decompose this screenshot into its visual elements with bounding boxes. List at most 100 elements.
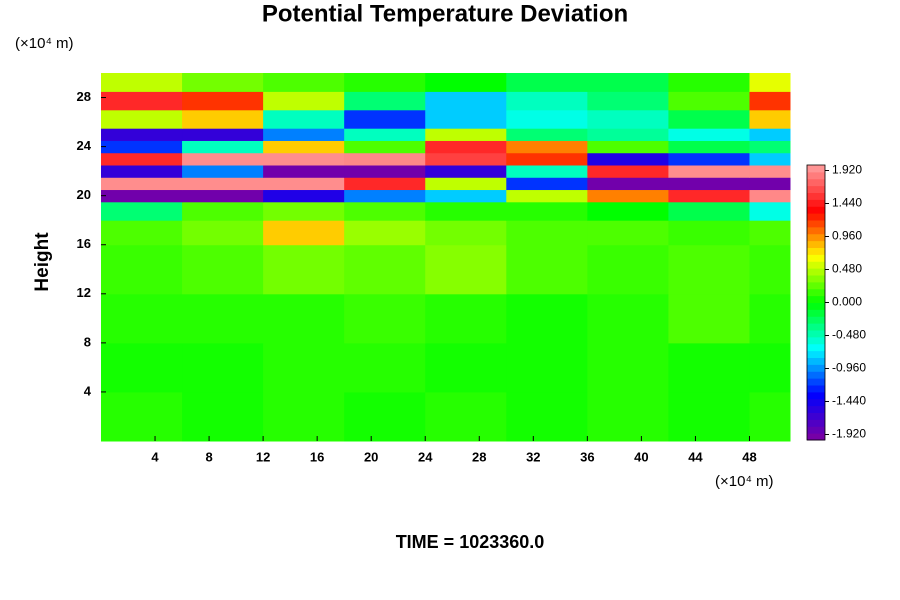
colorbar-tick-label: -0.960: [832, 361, 866, 375]
colorbar-tick-label: 0.960: [832, 229, 862, 243]
colorbar-band: [807, 343, 825, 352]
colorbar-band: [807, 371, 825, 379]
cell: [182, 342, 264, 393]
cell: [668, 201, 750, 221]
colorbar-band: [807, 192, 825, 200]
colorbar-tick-label: 0.000: [832, 295, 862, 309]
cell: [749, 244, 791, 295]
cell: [587, 109, 669, 129]
colorbar-band: [807, 364, 825, 372]
cell: [263, 244, 345, 295]
cell: [506, 201, 588, 221]
cell: [506, 177, 588, 191]
cell: [344, 140, 426, 154]
colorbar-band: [807, 385, 825, 393]
colorbar-tick-label: -1.920: [832, 427, 866, 441]
colorbar: 1.920 1.440 0.960 0.480 0.000 -0.480 -0.960 -1.…: [806, 163, 866, 441]
cell: [182, 293, 264, 344]
colorbar-band: [807, 281, 825, 290]
colorbar-band: [807, 336, 825, 345]
cell: [506, 165, 588, 178]
cell: [506, 342, 588, 393]
cell: [587, 177, 669, 191]
cell: [749, 391, 791, 442]
colorbar-band: [807, 302, 825, 310]
cell: [668, 177, 750, 191]
cell: [506, 128, 588, 141]
cell: [425, 342, 507, 393]
colorbar-band: [807, 405, 825, 413]
cell: [668, 220, 750, 246]
cell: [344, 244, 426, 295]
x-tick-label: 4: [151, 449, 159, 464]
cell: [587, 220, 669, 246]
cell: [263, 140, 345, 154]
colorbar-band: [807, 165, 825, 173]
colorbar-band: [807, 357, 825, 365]
cell: [587, 140, 669, 154]
cell: [344, 220, 426, 246]
colorbar-band: [807, 178, 825, 187]
colorbar-band: [807, 398, 825, 407]
colorbar-band: [807, 254, 825, 262]
y-unit: (×10⁴ m): [15, 35, 74, 52]
cell: [182, 91, 264, 111]
time-annotation: TIME = 1023360.0: [396, 532, 545, 552]
field: [101, 73, 791, 442]
colorbar-band: [807, 350, 825, 358]
x-tick-label: 20: [364, 449, 378, 464]
x-tick-label: 44: [688, 449, 703, 464]
cell: [263, 165, 345, 178]
cell: [101, 293, 183, 344]
cell: [749, 152, 791, 166]
cell: [263, 109, 345, 129]
cell: [182, 140, 264, 154]
cell: [263, 293, 345, 344]
colorbar-band: [807, 226, 825, 235]
cell: [749, 109, 791, 129]
cell: [182, 201, 264, 221]
colorbar-band: [807, 426, 825, 434]
cell: [182, 391, 264, 442]
x-tick-label: 8: [205, 449, 212, 464]
cell: [425, 91, 507, 111]
colorbar-band: [807, 378, 825, 386]
cell: [506, 391, 588, 442]
cell: [101, 128, 183, 141]
cell: [263, 201, 345, 221]
cell: [425, 201, 507, 221]
cell: [425, 109, 507, 129]
cell: [668, 293, 750, 344]
y-tick-label: 20: [77, 187, 91, 202]
colorbar-band: [807, 199, 825, 207]
y-tick-label: 12: [77, 285, 91, 300]
cell: [425, 293, 507, 344]
colorbar-band: [807, 275, 825, 283]
y-axis-label: Height: [32, 232, 53, 292]
cell: [344, 293, 426, 344]
y-tick-label: 24: [77, 138, 92, 153]
colorbar-band: [807, 268, 825, 276]
cell: [263, 152, 345, 166]
cell: [182, 189, 264, 203]
cell: [587, 189, 669, 203]
cell: [587, 152, 669, 166]
cell: [587, 293, 669, 344]
cell: [587, 165, 669, 178]
cell: [263, 128, 345, 141]
colorbar-band: [807, 391, 825, 400]
cell: [344, 201, 426, 221]
colorbar-band: [807, 309, 825, 317]
cell: [344, 391, 426, 442]
cell: [749, 293, 791, 344]
cell: [182, 128, 264, 141]
cell: [101, 140, 183, 154]
cell: [263, 73, 345, 92]
cell: [425, 165, 507, 178]
cell: [749, 342, 791, 393]
cell: [263, 220, 345, 246]
cell: [506, 73, 588, 92]
cell: [506, 152, 588, 166]
colorbar-band: [807, 240, 825, 248]
cell: [101, 91, 183, 111]
